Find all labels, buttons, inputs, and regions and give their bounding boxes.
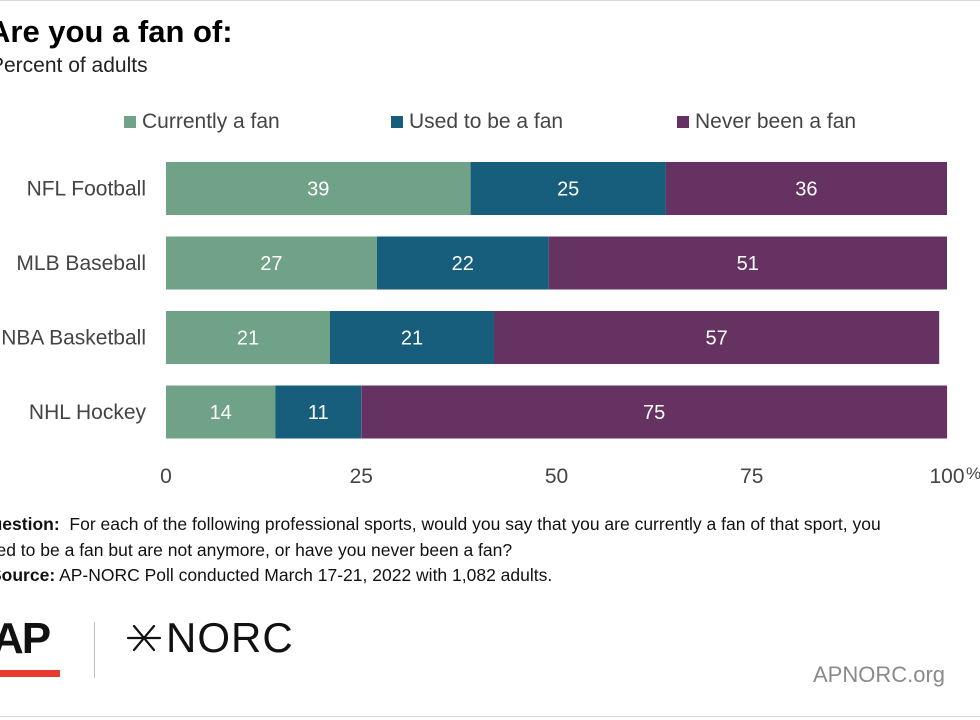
stacked-bar-chart: 39 25 36 27 22 51 21 21 57 14 11 75 NFL Football MLB… [1, 162, 980, 488]
bar-nfl-football-never-been-a-fan [665, 162, 947, 215]
question-text-2: used to be a fan but are not anymore, or… [0, 540, 513, 560]
source-label: Source: [0, 565, 56, 585]
x-tick-label-100: 100 [929, 465, 964, 488]
bar-nhl-hockey-currently-a-fan [166, 385, 276, 439]
value-label-nfl-football-never-been-a-fan: 36 [795, 179, 817, 201]
legend-swatch-never [677, 116, 689, 128]
chart-subtitle: Percent of adults [0, 54, 148, 77]
norc-logo-text: NORC [166, 614, 294, 661]
bar-nba-basketball-never-been-a-fan [494, 311, 940, 364]
value-label-mlb-baseball-never-been-a-fan: 51 [737, 253, 759, 275]
legend-item-used-to: Used to be a fan [391, 110, 563, 134]
value-label-nfl-football-used-to-be-a-fan: 25 [557, 179, 579, 201]
question-label: Question: [0, 514, 60, 534]
ap-logo-underline [0, 670, 60, 677]
norc-logo: NORC [124, 614, 294, 662]
category-labels: NFL Football MLB Baseball NBA Basketball NH… [1, 178, 146, 425]
x-tick-label-0: 0 [160, 465, 172, 488]
value-label-nhl-hockey-never-been-a-fan: 75 [643, 402, 665, 424]
x-unit-label: % [966, 464, 980, 483]
value-label-nhl-hockey-used-to-be-a-fan: 11 [308, 402, 329, 424]
chart-title: Are you a fan of: [0, 14, 233, 49]
bar-nfl-football-used-to-be-a-fan [470, 162, 666, 215]
value-label-mlb-baseball-currently-a-fan: 27 [260, 253, 282, 275]
top-border [0, 0, 980, 1]
legend-swatch-currently [124, 116, 136, 128]
bar-nhl-hockey-used-to-be-a-fan [275, 385, 362, 439]
bar-nfl-football-currently-a-fan [166, 162, 471, 215]
value-label-nba-basketball-never-been-a-fan: 57 [705, 328, 727, 350]
bar-mlb-baseball-currently-a-fan [166, 236, 377, 290]
bar-mlb-baseball-used-to-be-a-fan [376, 236, 549, 290]
category-label-nba-basketball: NBA Basketball [1, 327, 146, 350]
bottom-border [0, 716, 980, 717]
category-label-mlb-baseball: MLB Baseball [16, 252, 146, 275]
question-line-1: Question: For each of the following prof… [0, 514, 881, 535]
legend-item-never: Never been a fan [677, 110, 856, 134]
value-label-nba-basketball-currently-a-fan: 21 [237, 328, 259, 350]
bar-nba-basketball-used-to-be-a-fan [330, 311, 494, 364]
star-burst-icon [126, 624, 162, 652]
x-tick-label-25: 25 [350, 465, 373, 488]
bar-mlb-baseball-never-been-a-fan [548, 236, 947, 290]
bar-nhl-hockey-never-been-a-fan [361, 385, 948, 439]
x-tick-labels: 0 25 50 75 100% [160, 464, 980, 488]
value-label-nba-basketball-used-to-be-a-fan: 21 [401, 328, 423, 350]
bar-nba-basketball-currently-a-fan [166, 311, 330, 364]
category-label-nfl-football: NFL Football [27, 178, 146, 201]
value-label-nhl-hockey-currently-a-fan: 14 [210, 402, 232, 424]
source-text: AP-NORC Poll conducted March 17-21, 2022… [59, 565, 553, 585]
bars-group: 39 25 36 27 22 51 21 21 57 14 11 75 [166, 162, 948, 439]
legend-label-used-to: Used to be a fan [409, 110, 564, 133]
site-url: APNORC.org [813, 662, 946, 687]
value-label-mlb-baseball-used-to-be-a-fan: 22 [452, 253, 474, 275]
logo-divider [94, 622, 95, 678]
x-tick-label-50: 50 [545, 465, 568, 488]
legend-label-currently: Currently a fan [142, 110, 280, 133]
legend-label-never: Never been a fan [695, 110, 857, 133]
question-text-1: For each of the following professional s… [69, 514, 881, 534]
category-label-nhl-hockey: NHL Hockey [29, 401, 147, 424]
source-line: Source: AP-NORC Poll conducted March 17-… [0, 565, 552, 586]
value-label-nfl-football-currently-a-fan: 39 [307, 179, 329, 201]
x-tick-label-75: 75 [740, 465, 763, 488]
ap-logo: AP [0, 614, 51, 663]
legend-item-currently: Currently a fan [124, 110, 280, 134]
question-line-2: used to be a fan but are not anymore, or… [0, 540, 512, 561]
legend-swatch-used-to [391, 116, 403, 128]
